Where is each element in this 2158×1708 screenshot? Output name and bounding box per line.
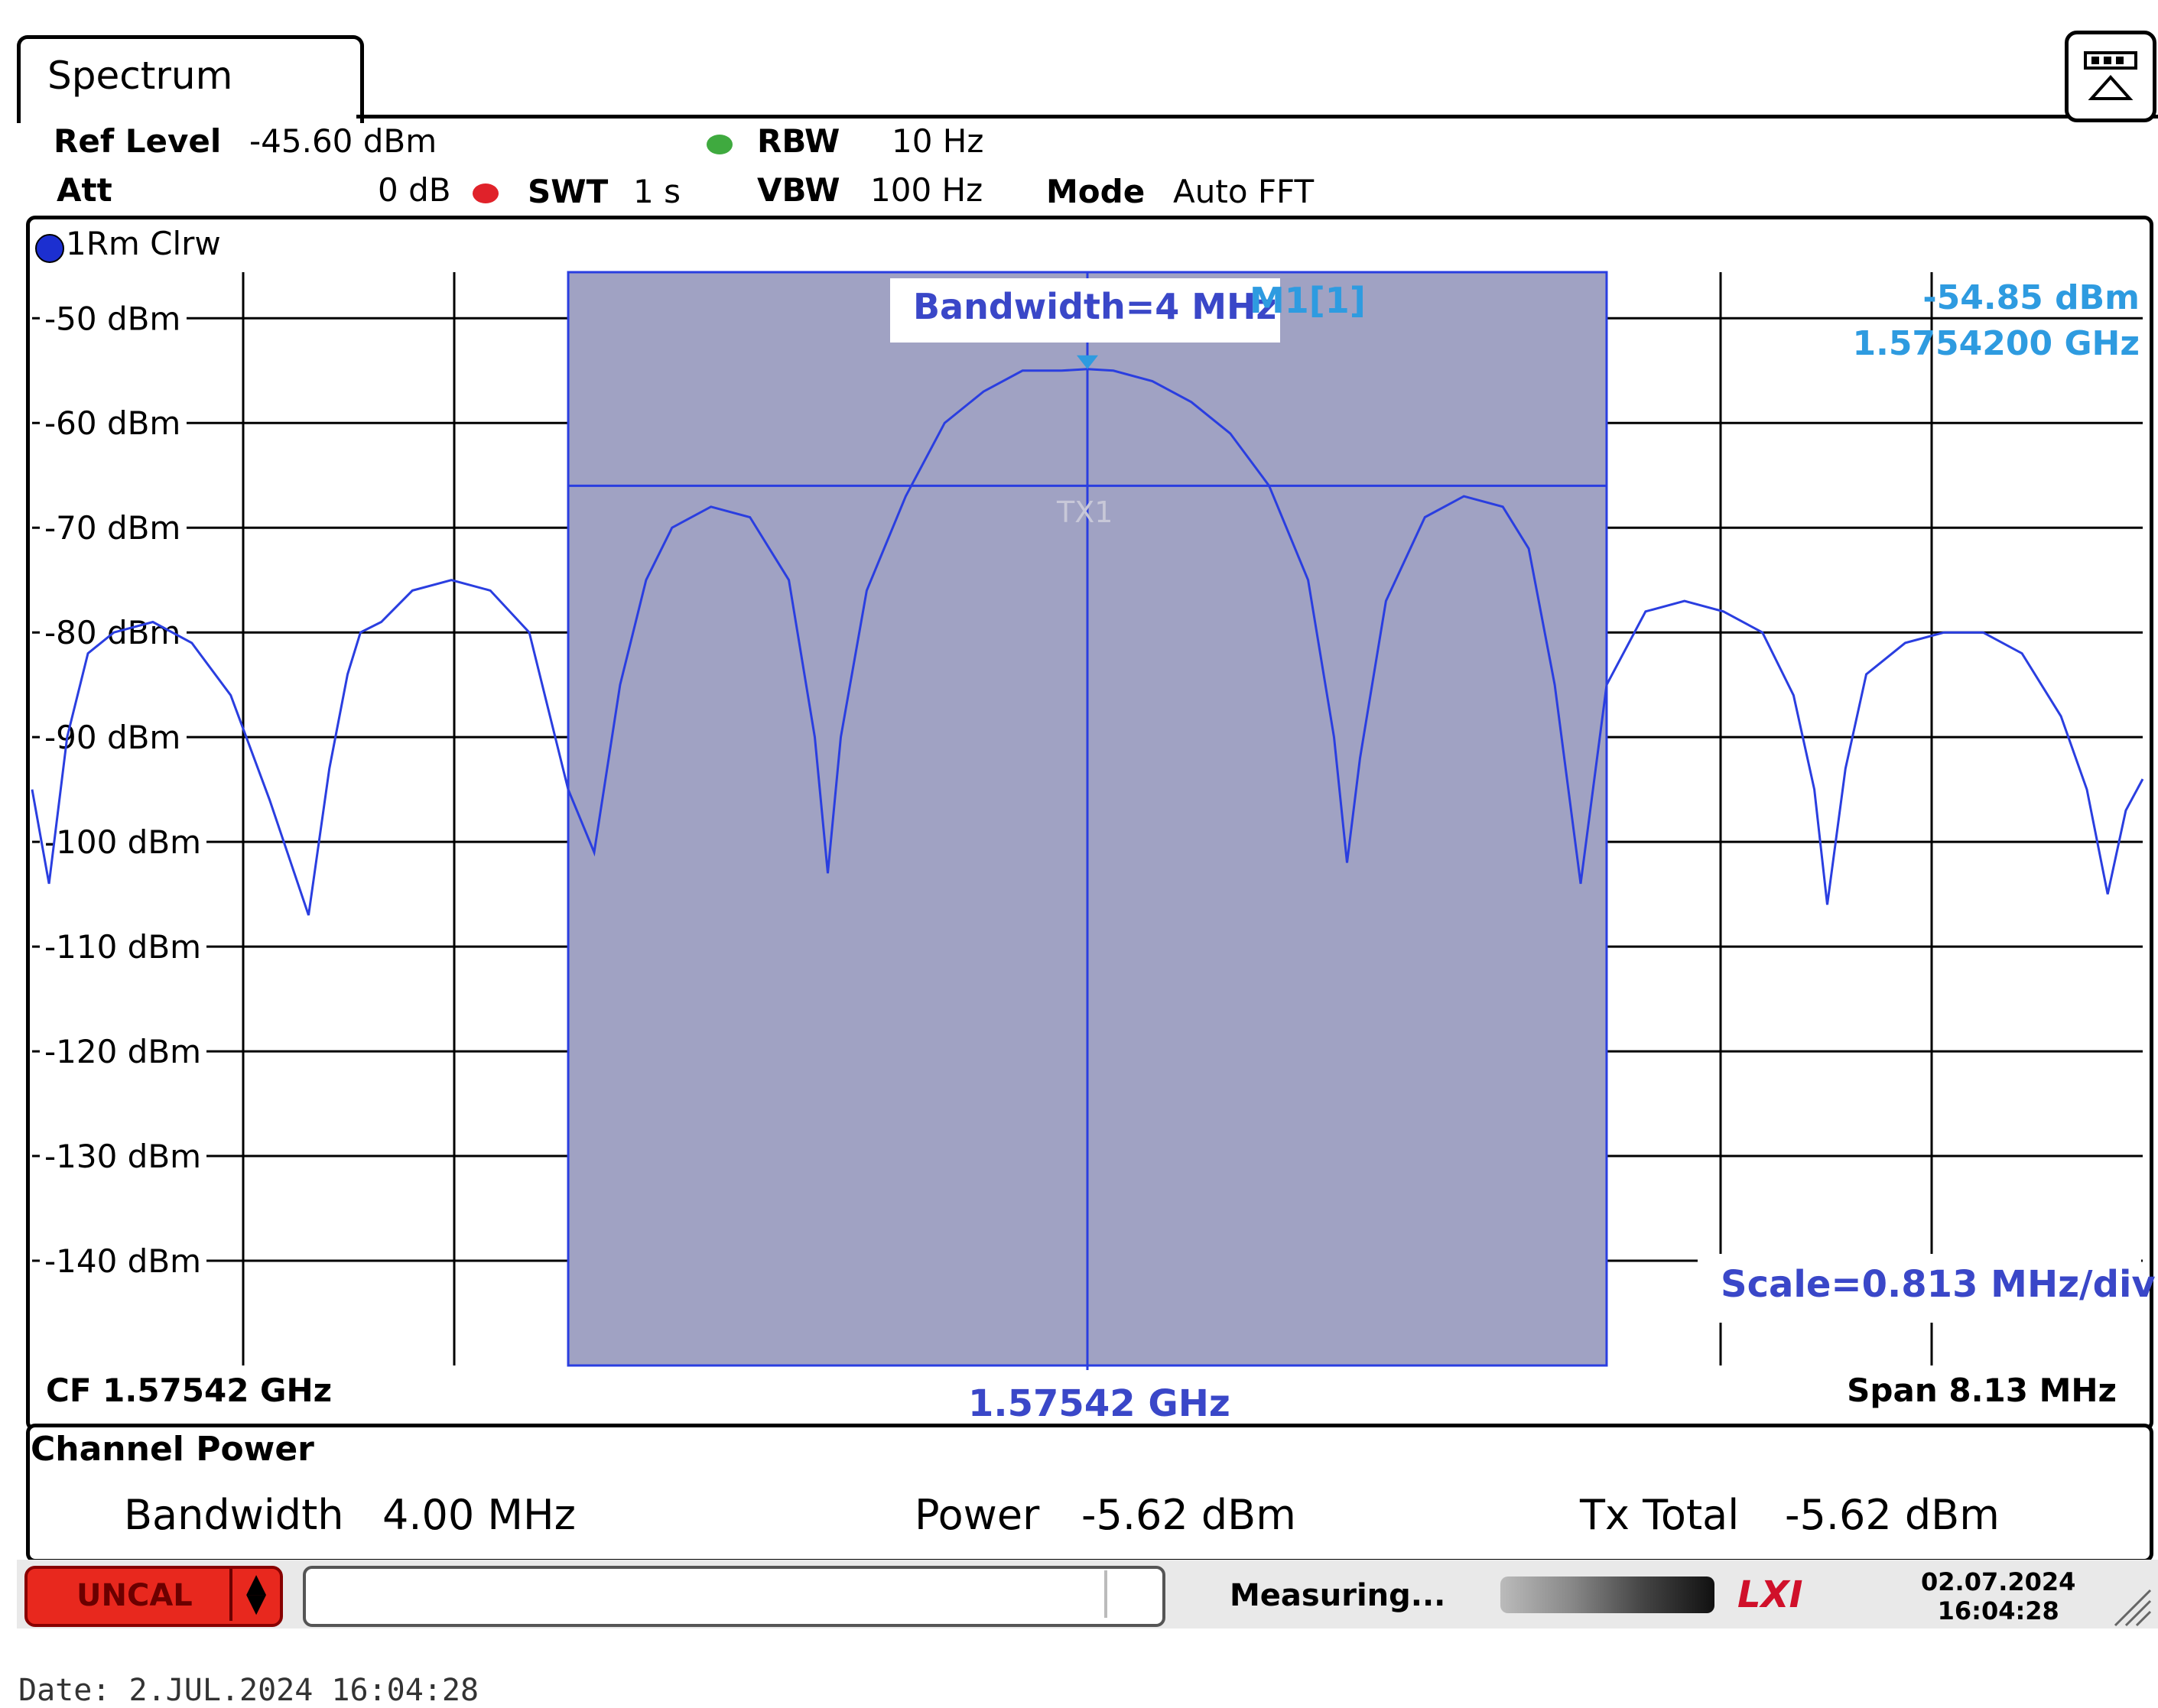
swt-label: SWT — [528, 173, 609, 210]
status-datetime: 02.07.2024 16:04:28 — [1921, 1567, 2075, 1625]
ref-level-value: -45.60 dBm — [249, 122, 437, 160]
status-time: 16:04:28 — [1937, 1596, 2059, 1625]
vbw-label: VBW — [757, 171, 840, 209]
bandwidth-annotation-box — [890, 278, 1280, 343]
cp-tx-total-label: Tx Total — [1580, 1491, 1740, 1539]
measurement-progress-bar — [1500, 1576, 1714, 1613]
y-tick-label-bg — [40, 822, 206, 861]
center-freq-annotation-text: 1.57542 GHz — [968, 1382, 1230, 1425]
y-tick-label: -60 dBm — [44, 404, 180, 442]
rbw-label: RBW — [757, 122, 840, 160]
message-field-divider — [1104, 1570, 1107, 1618]
uncal-button[interactable] — [24, 1566, 283, 1627]
cp-bandwidth-value: 4.00 MHz — [382, 1491, 576, 1539]
y-tick-label-bg — [40, 403, 187, 442]
ref-level-label: Ref Level — [54, 122, 222, 160]
marker-frequency: 1.5754200 GHz — [1852, 324, 2140, 363]
y-tick-label-bg — [40, 508, 187, 547]
rbw-value: 10 Hz — [892, 122, 984, 160]
cp-power-label: Power — [915, 1491, 1040, 1539]
y-axis-ticks: -50 dBm-60 dBm-70 dBm-80 dBm-90 dBm-100 … — [40, 298, 206, 1280]
y-tick-label: -50 dBm — [44, 300, 180, 337]
y-tick-label: -70 dBm — [44, 509, 180, 547]
bandwidth-annotation-text: Bandwidth=4 MHz — [913, 286, 1277, 327]
y-tick-label-bg — [40, 717, 187, 756]
header-rule — [356, 115, 2158, 119]
uncal-updown-icon[interactable]: ▲ ▼ — [246, 1568, 267, 1619]
marker-label: M1[1] — [1250, 280, 1366, 321]
display-config-icon — [2084, 51, 2137, 100]
marker-1-icon — [1077, 355, 1098, 369]
rbw-status-icon — [707, 135, 733, 154]
mode-label: Mode — [1046, 173, 1146, 210]
center-frequency-label: CF 1.57542 GHz — [46, 1372, 333, 1409]
y-tick-label-bg — [40, 927, 206, 966]
spectrum-plot[interactable]: -50 dBm-60 dBm-70 dBm-80 dBm-90 dBm-100 … — [0, 0, 2158, 1453]
trace-label: 1Rm Clrw — [66, 225, 221, 262]
swt-value: 1 s — [633, 173, 681, 210]
y-tick-label-bg — [40, 1136, 206, 1175]
y-tick-label-bg — [40, 298, 187, 337]
measuring-status: Measuring... — [1230, 1578, 1446, 1613]
display-config-button[interactable] — [2065, 31, 2156, 122]
cp-tx-total-value: -5.62 dBm — [1785, 1491, 2000, 1539]
y-tick-label: -120 dBm — [44, 1033, 201, 1070]
lxi-logo: LXI — [1737, 1573, 1803, 1616]
y-tick-label: -110 dBm — [44, 928, 201, 966]
y-tick-label: -130 dBm — [44, 1138, 201, 1175]
cp-power-value: -5.62 dBm — [1081, 1491, 1296, 1539]
span-label: Span 8.13 MHz — [1847, 1372, 2117, 1409]
y-tick-label: -100 dBm — [44, 823, 201, 861]
spectrum-tab-label: Spectrum — [47, 54, 233, 98]
y-tick-label-bg — [40, 1241, 206, 1280]
scale-annotation-box — [1698, 1254, 2141, 1323]
channel-label: TX1 — [1057, 495, 1113, 529]
att-label: Att — [57, 171, 112, 209]
uncal-divider — [229, 1569, 232, 1621]
status-date: 02.07.2024 — [1921, 1567, 2076, 1596]
scale-annotation-text: Scale=0.813 MHz/div — [1721, 1263, 2156, 1306]
uncal-label: UNCAL — [76, 1578, 193, 1613]
channel-power-title: Channel Power — [31, 1430, 314, 1469]
y-tick-label-bg — [40, 1031, 206, 1070]
trace-indicator-icon — [35, 234, 64, 263]
y-tick-label: -140 dBm — [44, 1242, 201, 1280]
resize-grip-icon[interactable] — [2108, 1575, 2153, 1628]
footer-date: Date: 2.JUL.2024 16:04:28 — [18, 1673, 479, 1708]
att-value: 0 dB — [378, 171, 451, 209]
vbw-value: 100 Hz — [870, 171, 983, 209]
swt-status-icon — [473, 183, 499, 203]
marker-level: -54.85 dBm — [1922, 278, 2140, 317]
message-field — [303, 1566, 1165, 1627]
cp-bandwidth-label: Bandwidth — [124, 1491, 344, 1539]
spectrum-tab[interactable] — [17, 35, 364, 123]
mode-value: Auto FFT — [1173, 173, 1315, 210]
